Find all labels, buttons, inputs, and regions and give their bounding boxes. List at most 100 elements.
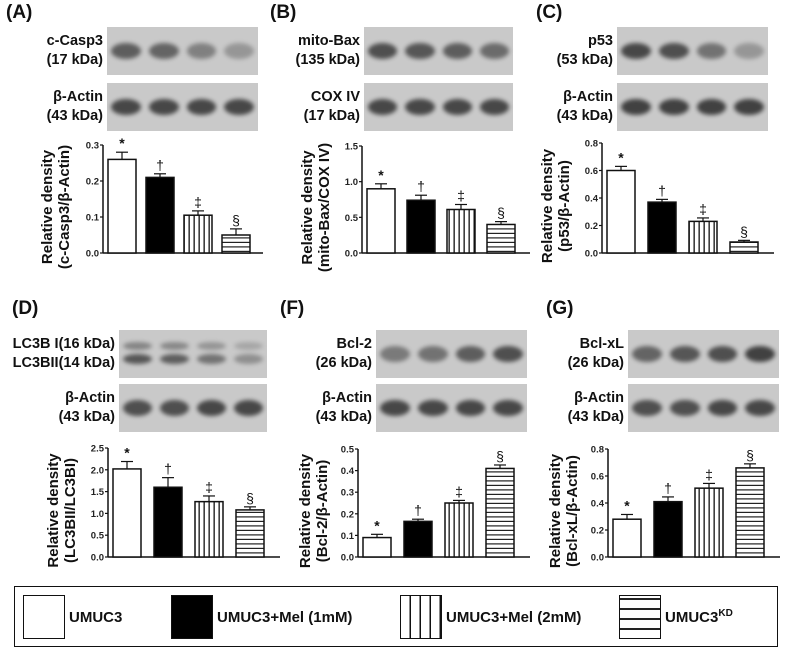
western-blot-image <box>376 384 527 432</box>
y-axis-subtitle: (p53/β-Actin) <box>556 160 573 252</box>
western-blot-image <box>628 330 779 378</box>
y-tick-label: 2.0 <box>91 465 104 476</box>
protein-band <box>734 43 764 59</box>
y-tick-label: 0.1 <box>341 531 355 542</box>
y-axis-subtitle: (c-Casp3/β-Actin) <box>56 145 73 269</box>
y-axis-title: Relative density <box>539 148 556 263</box>
bar <box>183 214 213 254</box>
legend-swatch-horizontal-stripes <box>619 595 661 639</box>
molecular-weight: LC3BII(14 kDa) <box>12 355 115 371</box>
significance-marker: ‡ <box>699 201 707 217</box>
western-blot-image <box>364 83 513 131</box>
legend: UMUC3 UMUC3+Mel (1mM) UMUC3+Mel (2mM) UM… <box>14 586 778 647</box>
protein-band <box>197 354 226 364</box>
panel-label: (D) <box>12 298 39 319</box>
blot-label: β-Actin (43 kDa) <box>47 88 103 126</box>
protein-band <box>234 342 263 350</box>
blot-label: Bcl-xL (26 kDa) <box>568 335 624 373</box>
protein-band <box>148 99 179 115</box>
protein-band <box>111 43 141 59</box>
protein-name: β-Actin <box>53 89 103 105</box>
molecular-weight: (135 kDa) <box>295 52 360 68</box>
protein-name: β-Actin <box>574 390 624 406</box>
western-blot-image <box>617 83 768 131</box>
protein-band <box>696 99 727 115</box>
legend-item-umuc3: UMUC3 <box>23 595 122 639</box>
y-tick-label: 1.0 <box>91 509 104 520</box>
blot-label: β-Actin (43 kDa) <box>557 88 613 126</box>
protein-band <box>417 346 448 362</box>
molecular-weight: (43 kDa) <box>556 108 613 124</box>
molecular-weight: (17 kDa) <box>303 108 360 124</box>
protein-band <box>368 43 398 59</box>
y-tick-label: 0.8 <box>585 139 598 150</box>
western-blot-image <box>119 330 267 378</box>
bar <box>735 467 765 558</box>
protein-band <box>186 43 217 59</box>
panel-label: (F) <box>280 298 305 319</box>
significance-marker: § <box>496 448 504 464</box>
bar <box>403 520 433 558</box>
panel-label: (B) <box>270 2 297 23</box>
y-tick-label: 0.2 <box>341 509 354 520</box>
significance-marker: ‡ <box>194 194 202 210</box>
significance-marker: § <box>497 205 505 221</box>
y-tick-label: 0.0 <box>345 249 358 260</box>
significance-marker: * <box>618 149 624 165</box>
bar <box>406 199 436 254</box>
legend-label: UMUC3+Mel (1mM) <box>217 608 353 626</box>
significance-marker: † <box>414 502 422 518</box>
molecular-weight: (43 kDa) <box>315 409 372 425</box>
blot-label: β-Actin (43 kDa) <box>316 389 372 427</box>
protein-band <box>621 43 651 59</box>
protein-band <box>493 400 523 416</box>
blot-label: β-Actin (43 kDa) <box>568 389 624 427</box>
legend-item-umuc3-kd: UMUC3KD <box>619 595 733 639</box>
protein-band <box>405 99 435 115</box>
molecular-weight: (53 kDa) <box>556 52 613 68</box>
protein-band <box>479 99 509 115</box>
protein-band <box>707 346 738 362</box>
protein-band <box>368 99 398 115</box>
protein-band <box>234 354 263 364</box>
bar <box>194 500 224 558</box>
western-blot-image <box>107 83 258 131</box>
significance-marker: ‡ <box>205 479 213 495</box>
western-blot-image <box>364 27 513 75</box>
protein-band <box>442 43 472 59</box>
blot-label: LC3B I(16 kDa) LC3BII(14 kDa) <box>13 335 115 373</box>
protein-band <box>707 400 738 416</box>
protein-band <box>669 346 700 362</box>
protein-name: β-Actin <box>65 390 115 406</box>
y-tick-label: 0.5 <box>345 213 359 224</box>
y-tick-label: 0.4 <box>591 499 605 510</box>
significance-marker: § <box>746 447 754 463</box>
legend-item-mel-2mm: UMUC3+Mel (2mM) <box>400 595 581 639</box>
molecular-weight: (43 kDa) <box>58 409 115 425</box>
bar <box>688 220 718 254</box>
bar <box>107 158 137 254</box>
molecular-weight: (26 kDa) <box>567 355 624 371</box>
y-tick-label: 0.5 <box>341 445 355 456</box>
y-axis-subtitle: (LC3BII/LC3BI) <box>62 458 79 563</box>
protein-band <box>160 342 189 350</box>
bar <box>153 486 183 558</box>
y-axis-title: Relative density <box>297 453 314 568</box>
y-tick-label: 0.3 <box>86 141 99 152</box>
protein-band <box>224 43 254 59</box>
protein-band <box>479 43 509 59</box>
protein-band <box>632 400 662 416</box>
western-blot-image <box>376 330 527 378</box>
significance-marker: † <box>156 157 164 173</box>
molecular-weight: (26 kDa) <box>315 355 372 371</box>
y-tick-label: 0.4 <box>585 194 599 205</box>
protein-name: Bcl-2 <box>336 336 372 352</box>
significance-marker: † <box>658 182 666 198</box>
protein-band <box>658 43 689 59</box>
panel-label: (G) <box>546 298 574 319</box>
legend-swatch-white <box>23 595 65 639</box>
bar <box>485 467 515 558</box>
y-tick-label: 1.5 <box>91 487 105 498</box>
legend-label: UMUC3+Mel (2mM) <box>446 608 582 626</box>
